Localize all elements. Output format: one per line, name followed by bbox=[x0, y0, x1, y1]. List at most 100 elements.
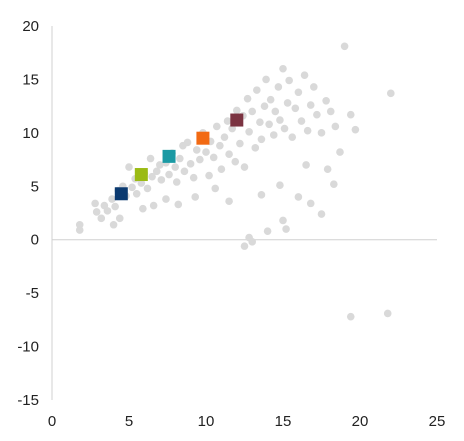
scatter-point-7 bbox=[108, 195, 116, 203]
tick-labels-layer: 0 5 10 15 20 25 -15 -10 -5 0 5 10 15 20 bbox=[17, 18, 445, 430]
scatter-point-84 bbox=[326, 107, 335, 116]
scatter-point-86 bbox=[336, 148, 344, 156]
scatter-point-51 bbox=[236, 139, 244, 148]
scatter-point-3 bbox=[92, 208, 101, 216]
y-tick-label-6: 15 bbox=[22, 71, 39, 88]
scatter-point-34 bbox=[189, 173, 198, 182]
scatter-point-73 bbox=[288, 133, 297, 141]
highlight-point-4 bbox=[230, 113, 244, 127]
scatter-point-19 bbox=[146, 154, 155, 163]
scatter-point-71 bbox=[283, 99, 292, 107]
scatter-point-28 bbox=[172, 178, 181, 186]
scatter-point-32 bbox=[183, 138, 192, 147]
scatter-point-48 bbox=[228, 124, 236, 133]
scatter-point-38 bbox=[202, 148, 210, 156]
y-tick-label-0: -15 bbox=[17, 392, 39, 409]
x-tick-label-1: 5 bbox=[125, 413, 133, 430]
scatter-point-2 bbox=[91, 199, 99, 208]
scatter-point-92 bbox=[383, 309, 392, 318]
highlight-point-0 bbox=[114, 187, 128, 201]
scatter-point-45 bbox=[220, 133, 229, 141]
scatter-point-63 bbox=[265, 120, 273, 129]
x-tick-label-3: 15 bbox=[275, 413, 292, 430]
scatter-point-99 bbox=[294, 193, 303, 201]
highlight-points-layer bbox=[114, 113, 244, 201]
scatter-point-76 bbox=[297, 117, 306, 125]
scatter-point-66 bbox=[271, 107, 280, 116]
y-tick-label-3: 0 bbox=[31, 232, 39, 249]
scatter-point-113 bbox=[139, 204, 147, 213]
scatter-point-90 bbox=[387, 89, 395, 98]
y-tick-label-4: 5 bbox=[31, 178, 39, 195]
scatter-point-70 bbox=[280, 124, 289, 133]
scatter-point-56 bbox=[248, 107, 256, 116]
scatter-point-53 bbox=[240, 163, 249, 171]
highlight-point-1 bbox=[134, 168, 148, 182]
scatter-point-97 bbox=[279, 216, 287, 225]
scatter-point-106 bbox=[257, 191, 266, 199]
points-layer bbox=[75, 42, 395, 321]
scatter-point-36 bbox=[196, 155, 204, 164]
scatter-point-55 bbox=[245, 127, 253, 136]
scatter-point-59 bbox=[256, 118, 264, 126]
scatter-point-31 bbox=[180, 167, 189, 176]
scatter-point-1 bbox=[75, 226, 84, 234]
scatter-point-23 bbox=[157, 176, 166, 184]
scatter-point-93 bbox=[240, 242, 249, 250]
scatter-point-100 bbox=[306, 199, 315, 208]
scatter-point-46 bbox=[223, 117, 232, 125]
scatter-point-80 bbox=[310, 83, 318, 91]
scatter-point-82 bbox=[317, 129, 326, 137]
y-tick-label-1: -10 bbox=[17, 339, 39, 356]
scatter-point-107 bbox=[225, 197, 233, 206]
y-tick-label-7: 20 bbox=[22, 18, 39, 35]
scatter-point-112 bbox=[149, 201, 158, 210]
highlight-point-3 bbox=[196, 131, 210, 145]
scatter-point-61 bbox=[260, 102, 269, 110]
scatter-point-65 bbox=[269, 131, 278, 139]
scatter-point-111 bbox=[162, 195, 170, 203]
scatter-point-88 bbox=[346, 110, 355, 119]
scatter-point-108 bbox=[211, 184, 220, 193]
scatter-point-12 bbox=[125, 163, 133, 171]
x-tick-label-2: 10 bbox=[198, 413, 215, 430]
highlight-point-2 bbox=[162, 149, 176, 163]
scatter-point-27 bbox=[171, 163, 179, 171]
scatter-point-58 bbox=[253, 86, 261, 94]
scatter-point-74 bbox=[291, 104, 300, 113]
scatter-point-4 bbox=[97, 214, 106, 223]
scatter-point-16 bbox=[137, 179, 146, 187]
scatter-point-103 bbox=[323, 165, 332, 173]
scatter-point-89 bbox=[351, 125, 360, 134]
scatter-point-101 bbox=[317, 210, 326, 218]
scatter-point-83 bbox=[322, 97, 330, 105]
scatter-point-114 bbox=[115, 214, 124, 223]
scatter-point-109 bbox=[191, 193, 200, 201]
x-tick-label-5: 25 bbox=[429, 413, 446, 430]
scatter-point-43 bbox=[216, 141, 224, 150]
x-tick-label-0: 0 bbox=[48, 413, 56, 430]
scatter-point-110 bbox=[174, 200, 183, 209]
scatter-point-81 bbox=[313, 110, 321, 119]
axes-layer bbox=[51, 26, 437, 400]
scatter-point-69 bbox=[279, 64, 287, 73]
scatter-point-67 bbox=[274, 83, 283, 91]
scatter-point-64 bbox=[266, 95, 275, 104]
scatter-point-25 bbox=[165, 170, 173, 179]
scatter-point-15 bbox=[132, 189, 141, 198]
scatter-point-91 bbox=[346, 312, 355, 321]
scatter-point-13 bbox=[128, 183, 136, 192]
scatter-point-68 bbox=[276, 116, 284, 124]
scatter-point-95 bbox=[248, 238, 256, 246]
scatter-point-35 bbox=[192, 146, 201, 154]
scatter-point-102 bbox=[330, 180, 338, 188]
scatter-point-115 bbox=[109, 220, 118, 229]
scatter-point-87 bbox=[340, 42, 349, 51]
y-tick-label-5: 10 bbox=[22, 125, 39, 142]
scatter-point-98 bbox=[282, 225, 290, 233]
y-tick-label-2: -5 bbox=[26, 285, 39, 302]
scatter-point-62 bbox=[262, 75, 270, 84]
scatter-point-33 bbox=[186, 160, 195, 168]
scatter-point-96 bbox=[263, 227, 272, 235]
